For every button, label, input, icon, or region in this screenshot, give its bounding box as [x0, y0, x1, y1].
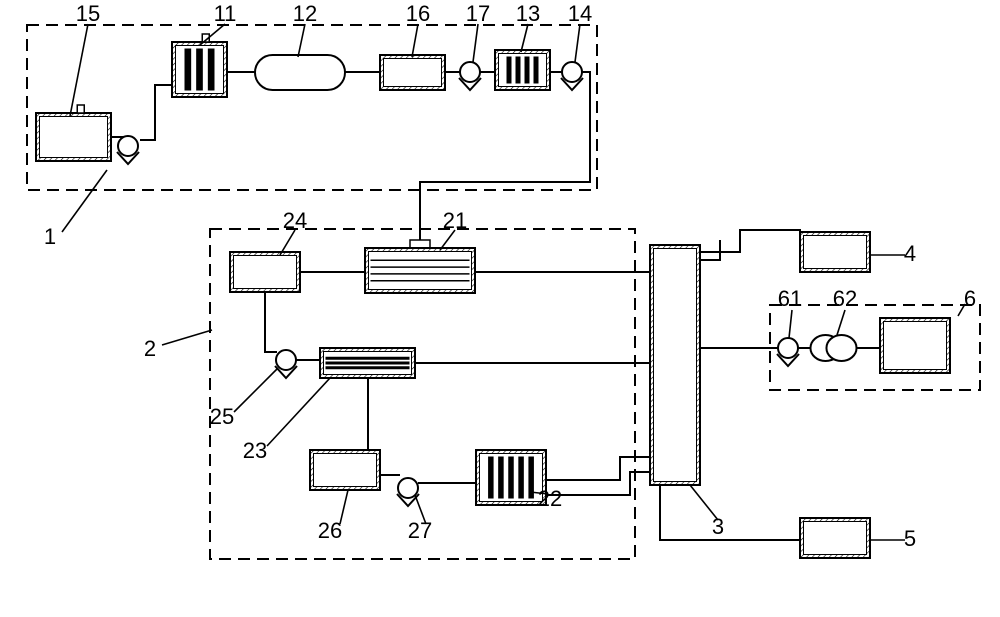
label-62: 62: [833, 286, 857, 311]
label-12: 12: [293, 1, 317, 26]
leader: [267, 378, 330, 446]
label-17: 17: [466, 1, 490, 26]
label-26: 26: [318, 518, 342, 543]
label-2: 2: [144, 336, 156, 361]
label-1: 1: [44, 224, 56, 249]
label-6: 6: [964, 286, 976, 311]
leader: [234, 368, 278, 412]
label-27: 27: [408, 518, 432, 543]
label-61: 61: [778, 286, 802, 311]
label-23: 23: [243, 438, 267, 463]
leader: [521, 24, 528, 52]
connector: [700, 230, 800, 252]
label-4: 4: [904, 241, 916, 266]
leader: [575, 24, 580, 62]
label-24: 24: [283, 208, 307, 233]
connector: [660, 485, 800, 540]
leader: [162, 330, 212, 345]
label-22: 22: [538, 486, 562, 511]
label-13: 13: [516, 1, 540, 26]
label-21: 21: [443, 208, 467, 233]
leader: [62, 170, 107, 232]
leader: [473, 24, 478, 62]
connector: [700, 240, 720, 260]
label-15: 15: [76, 1, 100, 26]
leader: [298, 24, 305, 57]
label-11: 11: [214, 1, 237, 26]
label-14: 14: [568, 1, 592, 26]
leader: [412, 24, 418, 57]
leader: [70, 24, 88, 116]
connector: [140, 85, 172, 140]
label-16: 16: [406, 1, 430, 26]
label-5: 5: [904, 526, 916, 551]
label-25: 25: [210, 404, 234, 429]
connector: [265, 292, 277, 352]
leader: [837, 310, 845, 335]
leader: [789, 310, 792, 338]
label-3: 3: [712, 514, 724, 539]
